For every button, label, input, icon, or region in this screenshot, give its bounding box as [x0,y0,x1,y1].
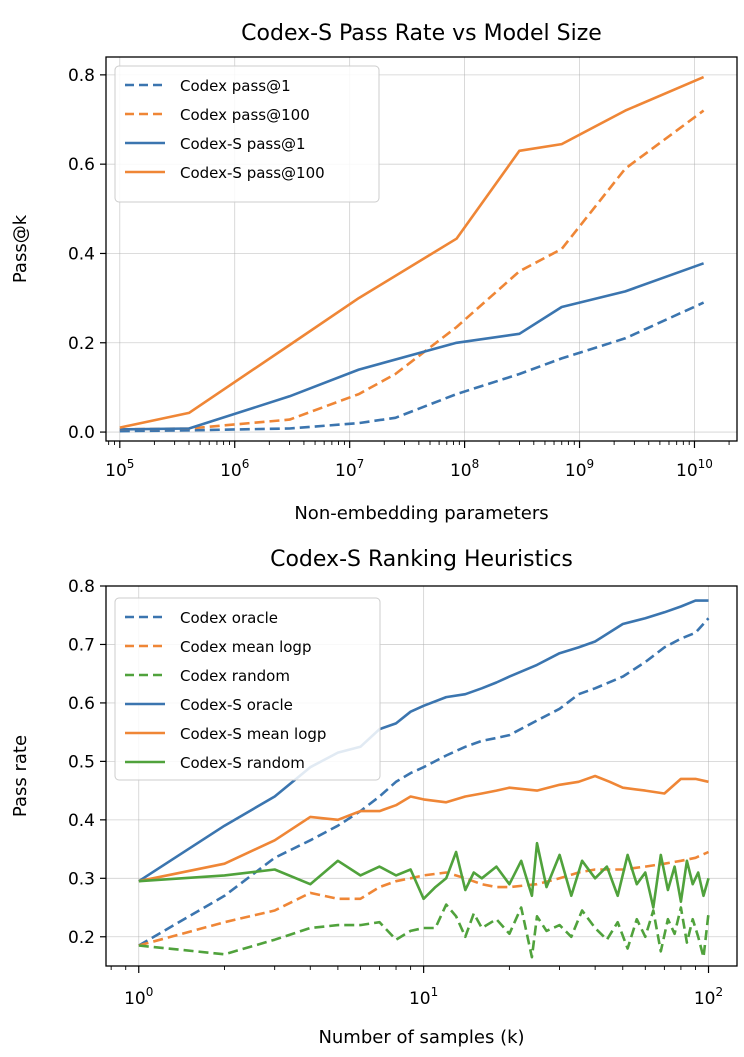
legend-label: Codex-S pass@1 [180,135,306,153]
x-axis-label: Non-embedding parameters [294,503,548,524]
chart-title: Codex-S Pass Rate vs Model Size [241,21,602,46]
x-tick-label: 102 [694,985,723,1009]
chart-panel-model-size: Codex-S Pass Rate vs Model Size 0.0 0.2 0.4… [10,21,738,524]
x-tick-label: 100 [124,985,153,1009]
y-tick-label: 0.0 [68,423,95,443]
y-tick-label: 0.2 [68,928,95,948]
y-tick-label: 0.3 [68,869,95,889]
y-tick-label: 0.8 [68,66,95,86]
series-line-codex-s-random [138,841,710,909]
legend-label: Codex oracle [180,609,278,627]
y-tick-label: 0.4 [68,244,95,264]
x-tick-label: 1010 [676,457,713,481]
y-tick-label: 0.8 [68,577,95,597]
x-tick-label: 105 [105,457,134,481]
series-line-codex-s-pass-1 [119,262,705,431]
legend-label: Codex-S mean logp [180,725,326,743]
legend-label: Codex pass@1 [180,77,291,95]
series-line-codex-s-pass-100 [119,75,705,429]
y-tick-label: 0.7 [68,635,95,655]
chart-title: Codex-S Ranking Heuristics [270,547,573,572]
plot-frame [105,585,738,967]
y-tick-label: 0.6 [68,155,95,175]
y-tick-label: 0.5 [68,752,95,772]
plot-frame [105,56,738,442]
x-axis-label: Number of samples (k) [318,1027,524,1048]
legend-label: Codex-S oracle [180,696,293,714]
legend-box [114,597,381,781]
x-tick-label: 108 [450,457,479,481]
legend-label: Codex random [180,667,290,685]
y-tick-label: 0.2 [68,334,95,354]
y-tick-label: 0.4 [68,811,95,831]
legend-label: Codex mean logp [180,638,311,656]
x-tick-label: 106 [220,457,249,481]
y-axis-label: Pass@k [10,214,31,283]
series-line-codex-random [138,903,710,959]
x-tick-label: 107 [335,457,364,481]
x-tick-label: 109 [565,457,594,481]
x-tick-label: 101 [409,985,438,1009]
legend-label: Codex-S random [180,754,305,772]
series-line-codex-pass-1 [119,301,705,433]
y-axis-label: Pass rate [10,735,31,817]
chart-panel-ranking-heuristics: Codex-S Ranking Heuristics 0.2 0.3 0.4 0.5 0.… [10,547,738,1048]
series-line-codex-mean-logp [138,850,710,947]
series-line-codex-s-mean-logp [138,774,709,883]
y-tick-label: 0.6 [68,694,95,714]
legend-label: Codex-S pass@100 [180,164,325,182]
legend-box [114,65,380,203]
legend-label: Codex pass@100 [180,106,310,124]
series-line-codex-oracle [138,617,710,947]
